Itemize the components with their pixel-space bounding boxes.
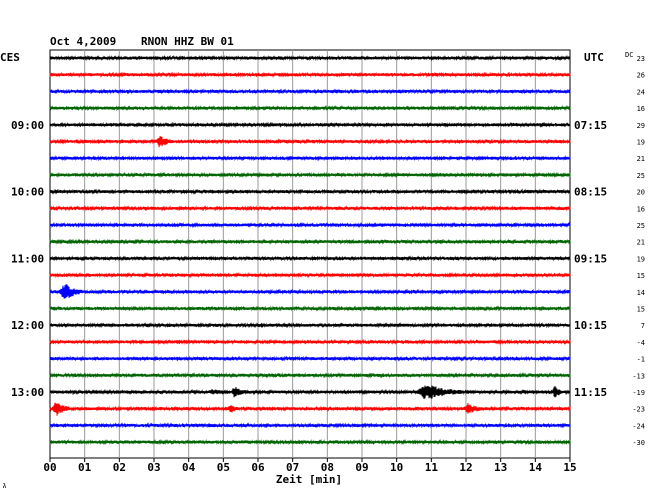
dc-offset-label: 16 [637, 205, 645, 213]
trace-row-4 [49, 121, 571, 129]
trace-row-23 [49, 438, 571, 446]
dc-offset-label: 15 [637, 272, 645, 280]
trace-row-18 [49, 355, 571, 362]
trace-row-2 [49, 88, 571, 95]
axis-labels: 09:00 10:00 11:00 12:00 13:00 07:15 08:15 09:15… [11, 55, 645, 474]
dc-offset-label: 19 [637, 255, 645, 263]
trace-row-13 [49, 271, 571, 279]
date-label: Oct 4,2009 [50, 35, 116, 48]
left-hour-label: 12:00 [11, 319, 44, 332]
x-tick-label: 06 [251, 461, 265, 474]
dc-offset-label: -4 [637, 339, 645, 347]
dc-offset-label: 24 [637, 88, 645, 96]
trace-row-11 [49, 238, 571, 245]
trace-row-5 [49, 136, 571, 148]
trace-row-20 [49, 385, 571, 400]
trace-row-21 [49, 402, 571, 416]
left-hour-label: 11:00 [11, 252, 44, 265]
corner-mark: ג [2, 481, 7, 490]
trace-row-8 [49, 188, 571, 195]
x-tick-label: 11 [425, 461, 439, 474]
x-tick-label: 05 [217, 461, 230, 474]
right-hour-label: 08:15 [574, 186, 607, 199]
x-tick-label: 03 [147, 461, 160, 474]
x-tick-label: 07 [286, 461, 299, 474]
trace-row-0 [49, 54, 571, 62]
trace-row-12 [49, 255, 571, 262]
right-hour-label: 07:15 [574, 119, 607, 132]
left-hour-label: 13:00 [11, 386, 44, 399]
dc-offset-label: 21 [637, 155, 645, 163]
dc-offset-label: 29 [637, 122, 645, 130]
left-hour-label: 09:00 [11, 119, 44, 132]
dc-offset-label: 25 [637, 172, 645, 180]
x-tick-label: 15 [563, 461, 576, 474]
trace-row-17 [49, 338, 571, 346]
trace-row-19 [49, 372, 571, 379]
trace-row-3 [49, 104, 571, 112]
dc-offset-label: -1 [637, 356, 645, 364]
x-tick-label: 01 [78, 461, 92, 474]
dc-offset-label: 26 [637, 72, 645, 80]
dc-offset-label: 19 [637, 139, 645, 147]
x-tick-label: 12 [459, 461, 472, 474]
left-timezone-label: CES [0, 51, 20, 64]
dc-label: DC [625, 51, 633, 59]
right-hour-label: 09:15 [574, 252, 607, 265]
x-axis-label: Zeit [min] [276, 473, 342, 486]
right-hour-label: 10:15 [574, 319, 607, 332]
x-tick-label: 13 [494, 461, 507, 474]
right-hour-label: 11:15 [574, 386, 607, 399]
trace-row-15 [49, 305, 571, 312]
x-tick-label: 00 [43, 461, 56, 474]
trace-row-14 [49, 284, 571, 299]
trace-row-6 [49, 155, 571, 162]
plot-frame [49, 49, 571, 459]
x-tick-label: 04 [182, 461, 196, 474]
x-tick-label: 08 [321, 461, 334, 474]
trace-row-9 [49, 205, 571, 212]
trace-row-1 [49, 71, 571, 78]
dc-offset-label: 16 [637, 105, 645, 113]
dc-offset-label: -23 [632, 406, 645, 414]
trace-row-16 [49, 321, 571, 329]
dc-offset-label: 23 [637, 55, 645, 63]
trace-row-10 [49, 221, 571, 229]
right-timezone-label: UTC [584, 51, 604, 64]
left-hour-label: 10:00 [11, 186, 44, 199]
seismic-traces [49, 54, 571, 446]
x-tick-label: 10 [390, 461, 403, 474]
x-tick-label: 14 [529, 461, 543, 474]
dc-offset-label: 21 [637, 239, 645, 247]
dc-offset-label: 15 [637, 306, 645, 314]
x-tick-label: 09 [355, 461, 368, 474]
dc-offset-label: 14 [637, 289, 645, 297]
x-tick-label: 02 [113, 461, 126, 474]
dc-offset-label: -30 [632, 439, 645, 447]
trace-row-22 [49, 422, 571, 429]
dc-offset-label: -24 [632, 422, 645, 430]
dc-offset-label: 25 [637, 222, 645, 230]
station-label: RNON HHZ BW 01 [141, 35, 234, 48]
plot-grid [49, 49, 571, 462]
dc-offset-label: -13 [632, 372, 645, 380]
dc-offset-label: -19 [632, 389, 645, 397]
trace-row-7 [49, 171, 571, 179]
dc-offset-label: 7 [641, 322, 645, 330]
dc-offset-label: 20 [637, 189, 645, 197]
